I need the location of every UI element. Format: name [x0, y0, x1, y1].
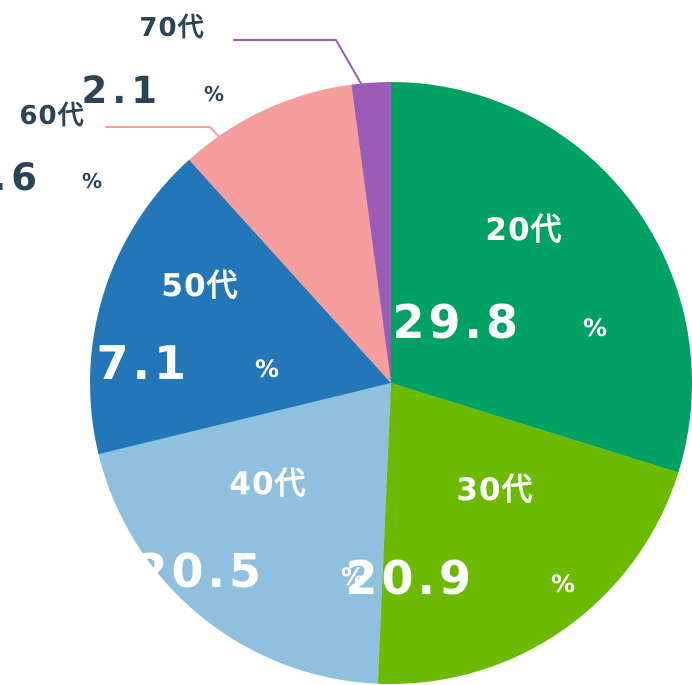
slice-label-value: 17.1	[61, 336, 191, 390]
slice-label-unit: %	[255, 355, 279, 383]
leader-line-5	[105, 126, 226, 144]
slice-label-category: 60代	[19, 101, 84, 131]
pie-slice-1	[391, 82, 692, 473]
slice-label-category: 40代	[229, 466, 306, 502]
pie-slice-2	[377, 383, 679, 685]
slice-label-value: 2.1	[81, 69, 162, 112]
leader-lines	[105, 39, 364, 144]
slice-labels: 20代 29.8% 30代 20.9% 40代 20.5% 50代 17.1% 60代 9.6% 7…	[0, 13, 607, 605]
slice-label-unit: %	[204, 82, 224, 106]
slice-label-unit: %	[583, 314, 607, 342]
slice-label-value: 29.8	[393, 295, 523, 349]
pie-slices	[90, 82, 692, 685]
slice-label-unit: %	[551, 570, 575, 598]
slice-label-value: 9.6	[0, 156, 42, 199]
slice-label-unit: %	[341, 563, 365, 591]
slice-label-category: 70代	[139, 13, 204, 43]
slice-label-value: 20.5	[136, 544, 266, 598]
pie-slice-6	[351, 82, 391, 383]
slice-label-category: 20代	[485, 212, 562, 248]
leader-line-6	[233, 39, 364, 88]
pie-slice-4	[90, 159, 392, 455]
pie-slice-3	[98, 383, 391, 684]
slice-label-category: 30代	[456, 472, 533, 508]
slice-label-category: 50代	[161, 268, 238, 304]
slice-label-unit: %	[82, 169, 102, 193]
pie-slice-5	[189, 84, 391, 384]
slice-label-value: 20.9	[346, 551, 476, 605]
